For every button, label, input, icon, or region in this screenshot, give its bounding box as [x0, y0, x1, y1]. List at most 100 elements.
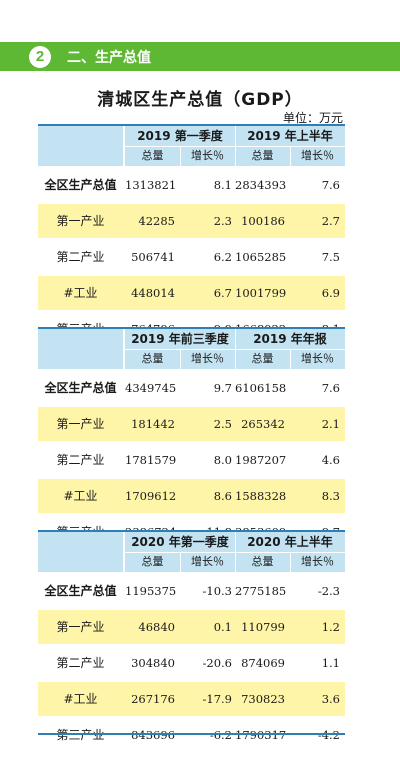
- value-cell: 1313821: [125, 178, 177, 192]
- gdp-block-3: 2020 年第一季度 2020 年上半年 总量 增长％ 总量 增长％ 全区生产总…: [38, 532, 345, 752]
- value-cell: 1001799: [235, 286, 287, 300]
- header-divider: [180, 349, 181, 369]
- table-bottom-rule: [38, 733, 345, 735]
- value-cell: 1588328: [235, 489, 287, 503]
- table-row: #工业 448014 6.7 1001799 6.9: [38, 276, 345, 310]
- value-cell: 2.3: [213, 214, 232, 228]
- section-header: 2 二、生产总值: [0, 42, 400, 71]
- period-label: 2020 年上半年: [247, 535, 333, 549]
- row-label: #工业: [63, 489, 98, 503]
- period-label: 2019 年年报: [253, 332, 327, 346]
- value-cell: 1065285: [235, 250, 287, 264]
- block-separator-rule: [38, 327, 345, 329]
- table-row: 第二产业 1781579 8.0 1987207 4.6: [38, 443, 345, 477]
- section-title: 二、生产总值: [67, 49, 151, 66]
- value-cell: 1.2: [321, 620, 340, 634]
- header-divider: [235, 329, 236, 369]
- table-row: 第二产业 506741 6.2 1065285 7.5: [38, 240, 345, 274]
- value-cell: 6.9: [321, 286, 340, 300]
- period-label: 2019 第一季度: [137, 129, 223, 143]
- value-cell: 1195375: [125, 584, 177, 598]
- value-cell: 1781579: [125, 453, 177, 467]
- unit-label: 单位：万元: [282, 111, 343, 125]
- column-header: 总量: [141, 555, 164, 568]
- value-cell: 2834393: [235, 178, 287, 192]
- value-cell: 1987207: [235, 453, 287, 467]
- block-header: 2020 年第一季度 2020 年上半年 总量 增长％ 总量 增长％: [38, 532, 345, 572]
- value-cell: 506741: [131, 250, 175, 264]
- period-label: 2019 年上半年: [247, 129, 333, 143]
- column-header: 总量: [251, 149, 274, 162]
- value-cell: 2.5: [213, 417, 232, 431]
- header-divider: [235, 532, 236, 572]
- section-number-badge: 2: [29, 45, 51, 68]
- row-label: #工业: [63, 286, 98, 300]
- value-cell: 46840: [138, 620, 175, 634]
- value-cell: 1.1: [321, 656, 340, 670]
- table-row: 第一产业 46840 0.1 110799 1.2: [38, 610, 345, 644]
- value-cell: -10.3: [202, 584, 233, 598]
- value-cell: 2775185: [235, 584, 287, 598]
- row-label: 全区生产总值: [44, 381, 117, 395]
- value-cell: 7.6: [321, 178, 340, 192]
- value-cell: 448014: [131, 286, 175, 300]
- table-row: #工业 267176 -17.9 730823 3.6: [38, 682, 345, 716]
- value-cell: 4349745: [125, 381, 177, 395]
- value-cell: 6106158: [235, 381, 287, 395]
- value-cell: -20.6: [202, 656, 233, 670]
- table-row: 第一产业 181442 2.5 265342 2.1: [38, 407, 345, 441]
- row-label: 第一产业: [56, 620, 105, 634]
- column-header: 增长％: [301, 555, 334, 568]
- value-cell: 2.7: [321, 214, 340, 228]
- table-row: 第一产业 42285 2.3 100186 2.7: [38, 204, 345, 238]
- value-cell: -6.2: [209, 728, 232, 742]
- value-cell: 1709612: [125, 489, 177, 503]
- value-cell: 1790317: [235, 728, 287, 742]
- block-header: 2019 年前三季度 2019 年年报 总量 增长％ 总量 增长％: [38, 329, 345, 369]
- column-header: 增长％: [301, 352, 334, 365]
- value-cell: 8.1: [213, 178, 232, 192]
- value-cell: 265342: [241, 417, 285, 431]
- table-title: 清城区生产总值（GDP）: [97, 90, 303, 110]
- column-header: 总量: [141, 149, 164, 162]
- table-row: 全区生产总值 1313821 8.1 2834393 7.6: [38, 168, 345, 202]
- gdp-block-1: 2019 第一季度 2019 年上半年 总量 增长％ 总量 增长％ 全区生产总值…: [38, 126, 345, 346]
- header-divider: [290, 552, 291, 572]
- column-header: 增长％: [191, 555, 224, 568]
- header-divider: [290, 146, 291, 166]
- header-divider: [290, 349, 291, 369]
- value-cell: -2.3: [317, 584, 340, 598]
- row-label: 第二产业: [56, 656, 105, 670]
- column-header: 增长％: [191, 149, 224, 162]
- table-row: 全区生产总值 1195375 -10.3 2775185 -2.3: [38, 574, 345, 608]
- block-separator-rule: [38, 530, 345, 532]
- value-cell: 8.0: [213, 453, 232, 467]
- value-cell: 4.6: [321, 453, 340, 467]
- value-cell: 874069: [241, 656, 285, 670]
- row-label: #工业: [63, 692, 98, 706]
- row-label: 全区生产总值: [44, 178, 117, 192]
- header-divider: [235, 126, 236, 166]
- header-corner-cell: [38, 532, 123, 572]
- value-cell: 0.1: [213, 620, 232, 634]
- column-header: 增长％: [191, 352, 224, 365]
- value-cell: 843696: [131, 728, 175, 742]
- value-cell: 100186: [241, 214, 285, 228]
- value-cell: 2.1: [321, 417, 340, 431]
- row-label: 第二产业: [56, 453, 105, 467]
- value-cell: 267176: [131, 692, 175, 706]
- value-cell: 8.3: [321, 489, 340, 503]
- period-label: 2019 年前三季度: [131, 332, 229, 346]
- value-cell: 42285: [138, 214, 175, 228]
- row-label: 第一产业: [56, 214, 105, 228]
- table-top-rule: [38, 124, 345, 126]
- value-cell: 3.6: [321, 692, 340, 706]
- table-row: 第二产业 304840 -20.6 874069 1.1: [38, 646, 345, 680]
- value-cell: 9.7: [213, 381, 232, 395]
- column-header: 总量: [141, 352, 164, 365]
- period-label: 2020 年第一季度: [131, 535, 229, 549]
- value-cell: 730823: [241, 692, 285, 706]
- table-row: 第三产业 843696 -6.2 1790317 -4.2: [38, 718, 345, 752]
- value-cell: 8.6: [213, 489, 232, 503]
- header-corner-cell: [38, 329, 123, 369]
